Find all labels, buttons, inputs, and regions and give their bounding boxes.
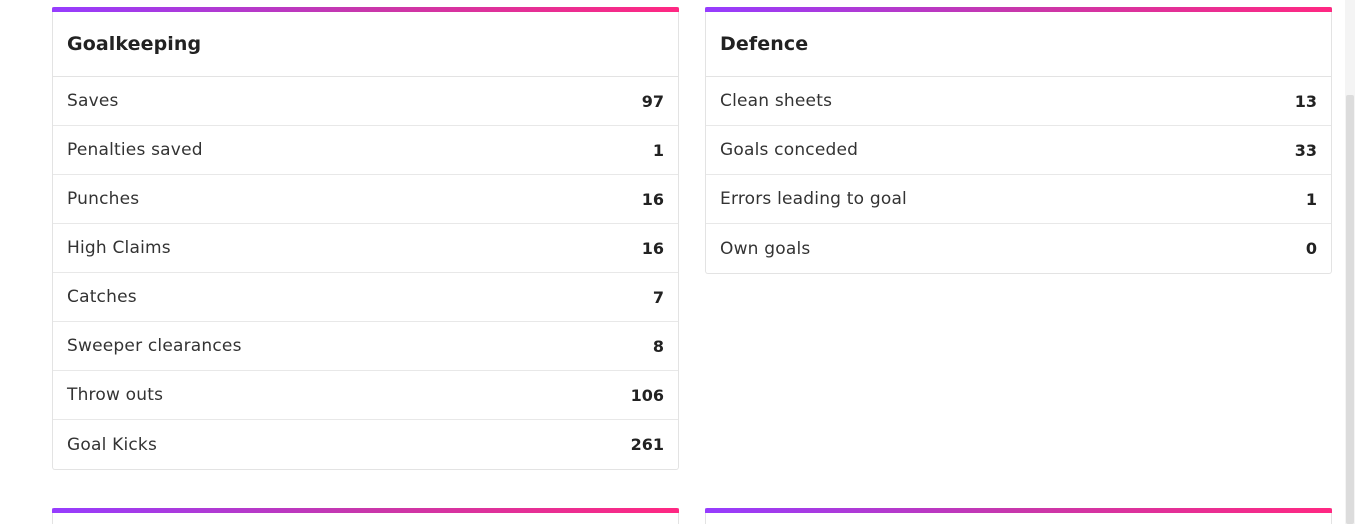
stat-row-sweeper-clearances: Sweeper clearances 8 bbox=[53, 322, 678, 371]
stat-row-own-goals: Own goals 0 bbox=[706, 224, 1331, 273]
stat-row-clean-sheets: Clean sheets 13 bbox=[706, 77, 1331, 126]
stat-value: 1 bbox=[652, 140, 664, 160]
card-accent-bar bbox=[52, 7, 679, 12]
stat-label: High Claims bbox=[67, 238, 171, 258]
stat-value: 261 bbox=[630, 435, 664, 454]
next-card-left bbox=[52, 508, 679, 524]
stat-label: Goal Kicks bbox=[67, 434, 158, 455]
defence-card: Defence Clean sheets 13 Goals conceded 3… bbox=[705, 7, 1332, 274]
stat-value: 106 bbox=[630, 385, 664, 405]
stat-value: 7 bbox=[652, 287, 664, 307]
stat-value: 8 bbox=[652, 336, 664, 356]
stat-row-goal-kicks: Goal Kicks 261 bbox=[53, 420, 678, 469]
stat-label: Punches bbox=[67, 189, 140, 209]
stat-value: 97 bbox=[641, 91, 664, 111]
stat-value: 0 bbox=[1305, 239, 1317, 258]
goalkeeping-card: Goalkeeping Saves 97 Penalties saved 1 P… bbox=[52, 7, 679, 470]
stat-label: Clean sheets bbox=[720, 91, 833, 111]
stat-value: 33 bbox=[1294, 140, 1317, 160]
stat-row-throw-outs: Throw outs 106 bbox=[53, 371, 678, 420]
card-header: Goalkeeping bbox=[53, 12, 678, 77]
stat-row-errors-leading-to-goal: Errors leading to goal 1 bbox=[706, 175, 1331, 224]
card-accent-bar bbox=[705, 7, 1332, 12]
stat-row-high-claims: High Claims 16 bbox=[53, 224, 678, 273]
stat-row-saves: Saves 97 bbox=[53, 77, 678, 126]
stat-label: Own goals bbox=[720, 238, 811, 259]
card-header: Defence bbox=[706, 12, 1331, 77]
defence-title: Defence bbox=[720, 33, 809, 55]
stat-label: Sweeper clearances bbox=[67, 336, 242, 356]
next-card-right bbox=[705, 508, 1332, 524]
stat-row-catches: Catches 7 bbox=[53, 273, 678, 322]
stat-label: Penalties saved bbox=[67, 140, 203, 160]
stat-row-goals-conceded: Goals conceded 33 bbox=[706, 126, 1331, 175]
stat-value: 16 bbox=[641, 238, 664, 258]
stat-value: 13 bbox=[1294, 91, 1317, 111]
stat-value: 16 bbox=[641, 189, 664, 209]
stat-label: Errors leading to goal bbox=[720, 189, 907, 209]
stat-label: Saves bbox=[67, 91, 119, 111]
scrollbar-track[interactable] bbox=[1345, 0, 1355, 524]
scrollbar-thumb[interactable] bbox=[1346, 95, 1354, 524]
stat-label: Throw outs bbox=[67, 385, 164, 405]
stat-value: 1 bbox=[1305, 189, 1317, 209]
stat-row-penalties-saved: Penalties saved 1 bbox=[53, 126, 678, 175]
stat-label: Catches bbox=[67, 287, 137, 307]
card-accent-bar bbox=[705, 508, 1332, 513]
goalkeeping-title: Goalkeeping bbox=[67, 33, 202, 55]
stat-label: Goals conceded bbox=[720, 140, 859, 160]
stat-row-punches: Punches 16 bbox=[53, 175, 678, 224]
card-accent-bar bbox=[52, 508, 679, 513]
